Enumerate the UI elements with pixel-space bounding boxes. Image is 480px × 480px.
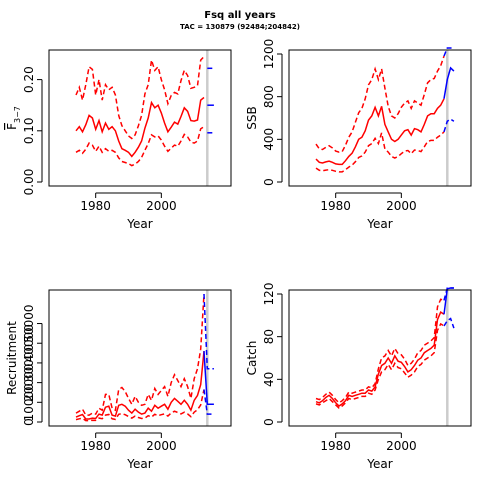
recruitment-x-tick-label: 1980 (80, 439, 111, 453)
catch-upper-line (315, 298, 445, 404)
fbar-x-axis-label: Year (126, 217, 152, 231)
catch-forecast-upper-line (443, 287, 454, 301)
fbar-x-tick-label: 1980 (80, 199, 111, 213)
catch-y-axis-label: Catch (245, 341, 259, 376)
ssb-y-tick-label: 0 (262, 178, 276, 186)
recruitment-estimate-line (75, 351, 205, 420)
fbar-y-axis-label: F3−7 (5, 106, 22, 130)
catch-plot-frame (288, 289, 472, 427)
ssb-y-tick-label: 1200 (262, 39, 276, 70)
catch-forecast-lower-line (443, 317, 455, 329)
recruitment-x-tick-label: 2000 (146, 439, 177, 453)
fbar-x-tick-label: 2000 (146, 199, 177, 213)
catch-estimate-line (315, 310, 445, 407)
ssb-y-tick-label: 800 (262, 85, 276, 108)
recruitment-panel: 1980 2000 Year 01000020000300004000050000Re… (5, 289, 232, 471)
recruitment-lower-line (75, 389, 205, 422)
fbar-plot-frame (48, 49, 232, 187)
catch-x-axis-label: Year (366, 457, 392, 471)
ssb-plot-frame (288, 49, 472, 187)
recruitment-upper-line (75, 293, 205, 416)
catch-x-tick-label: 2000 (386, 439, 417, 453)
catch-y-tick-label: 40 (262, 372, 276, 387)
ssb-estimate-line (315, 98, 445, 166)
ssb-lower-line (315, 131, 445, 173)
recruitment-y-tick-label: 0 (22, 418, 36, 426)
ssb-x-tick-label: 2000 (386, 199, 417, 213)
catch-y-tick-label: 0 (262, 418, 276, 426)
catch-y-tick-label: 120 (262, 283, 276, 306)
recruitment-y-tick-label: 20000 (22, 364, 36, 402)
fbar-y-tick-label: 0.10 (22, 117, 36, 144)
catch-y-tick-label: 80 (262, 329, 276, 344)
ssb-y-axis-label: SSB (245, 106, 259, 129)
fbar-lower-line (75, 126, 205, 167)
catch-panel: 1980 2000 Year 0 40 80 120 Catch (245, 283, 472, 471)
recruitment-y-tick-label: 30000 (22, 344, 36, 382)
recruitment-forecast-upper-line (203, 293, 214, 370)
ssb-panel: 1980 2000 Year 0 400 800 1200 SSB (245, 39, 472, 231)
ssb-forecast-estimate-line (443, 66, 455, 99)
fbar-upper-line (75, 56, 205, 140)
ssb-y-tick-label: 400 (262, 128, 276, 151)
recruitment-y-tick-label: 10000 (22, 383, 36, 421)
ssb-upper-line (315, 55, 445, 153)
recruitment-x-axis-label: Year (126, 457, 152, 471)
fbar-y-tick-label: 0.20 (22, 66, 36, 93)
recruitment-plot-frame (48, 289, 232, 427)
ssb-forecast-upper-line (443, 47, 454, 57)
recruitment-y-axis-label: Recruitment (5, 321, 19, 395)
ssb-x-axis-label: Year (366, 217, 392, 231)
recruitment-forecast-estimate-line (203, 351, 214, 406)
recruitment-y-tick-label: 40000 (22, 324, 36, 362)
fbar-y-tick-label: 0.00 (22, 169, 36, 196)
recruitment-y-tick-label: 50000 (22, 304, 36, 342)
catch-lower-line (315, 322, 445, 410)
chart-subtitle: TAC = 130879 (92484;204842) (180, 23, 300, 31)
catch-x-tick-label: 1980 (320, 439, 351, 453)
ssb-x-tick-label: 1980 (320, 199, 351, 213)
ssb-forecast-lower-line (443, 118, 455, 133)
fbar-estimate-line (75, 96, 205, 158)
recruitment-forecast-lower-line (203, 389, 214, 415)
chart-main-title: Fsq all years (204, 10, 276, 21)
